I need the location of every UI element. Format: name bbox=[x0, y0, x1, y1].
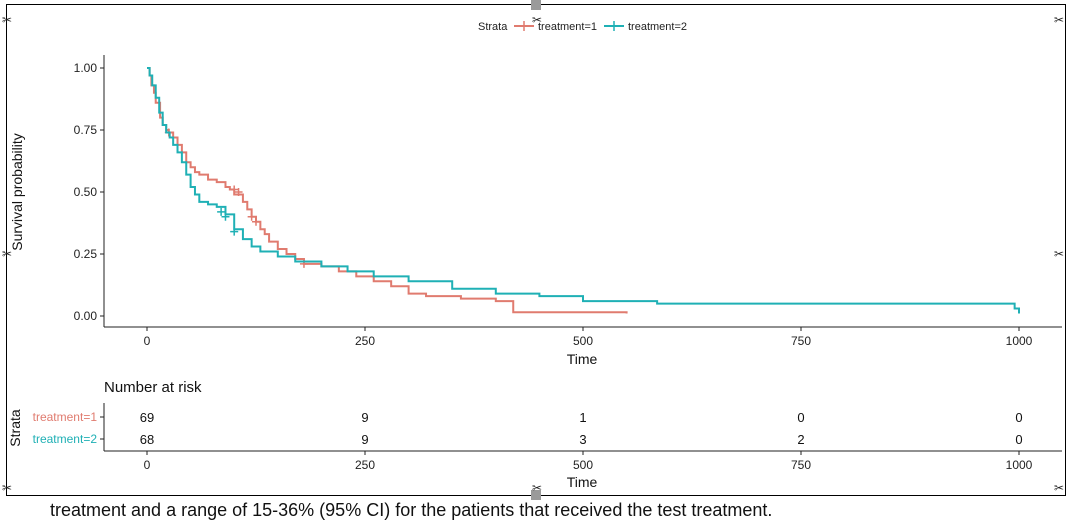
crop-handle-top-right-icon[interactable]: ✂ bbox=[1054, 13, 1065, 27]
y-axis-ticks: 0.00 0.25 0.50 0.75 1.00 bbox=[74, 61, 104, 323]
risk-row-label: treatment=2 bbox=[33, 432, 98, 446]
censor-mark bbox=[230, 227, 239, 236]
document-caption: treatment and a range of 15-36% (95% CI)… bbox=[50, 500, 773, 520]
x-axis-title: Time bbox=[567, 351, 598, 367]
crop-handle-bottom-right-icon[interactable]: ✂ bbox=[1054, 481, 1065, 495]
x-tick-label: 250 bbox=[355, 334, 375, 348]
x-tick-label: 750 bbox=[791, 334, 811, 348]
y-tick-label: 0.00 bbox=[74, 309, 98, 323]
risk-count: 0 bbox=[1015, 432, 1022, 447]
risk-table-title: Number at risk bbox=[104, 379, 202, 396]
x-tick-label: 500 bbox=[573, 334, 593, 348]
crop-handle-bottom-left-icon[interactable]: ✂ bbox=[2, 481, 13, 495]
frame-handle-bottom[interactable] bbox=[531, 490, 541, 500]
crop-handle-top-left-icon[interactable]: ✂ bbox=[2, 13, 13, 27]
crop-handle-mid-left-icon[interactable]: ✂ bbox=[2, 247, 13, 261]
survival-curve-2 bbox=[147, 67, 1020, 314]
legend-label-1: treatment=1 bbox=[538, 21, 597, 33]
legend-title: Strata bbox=[478, 21, 508, 33]
risk-count: 1 bbox=[579, 410, 586, 425]
legend: Strata treatment=1 treatment=2 bbox=[478, 21, 687, 33]
censor-mark bbox=[247, 212, 256, 221]
legend-label-2: treatment=2 bbox=[628, 21, 687, 33]
risk-x-tick-label: 0 bbox=[144, 458, 151, 472]
legend-key-2 bbox=[604, 21, 624, 31]
y-axis-title: Survival probability bbox=[9, 133, 25, 251]
risk-count: 9 bbox=[361, 410, 368, 425]
risk-count: 0 bbox=[1015, 410, 1022, 425]
risk-count: 3 bbox=[579, 432, 586, 447]
x-tick-label: 1000 bbox=[1006, 334, 1033, 348]
chart-frame bbox=[6, 4, 1066, 496]
y-tick-label: 0.75 bbox=[74, 123, 98, 137]
risk-y-axis-title: Strata bbox=[7, 409, 23, 447]
censor-mark bbox=[252, 217, 260, 226]
risk-x-tick-label: 500 bbox=[573, 458, 593, 472]
risk-x-tick-label: 1000 bbox=[1006, 458, 1033, 472]
risk-x-axis-title: Time bbox=[567, 474, 598, 490]
censor-mark bbox=[230, 185, 239, 194]
crop-handle-top-mid-icon[interactable]: ✂ bbox=[532, 13, 543, 27]
x-tick-label: 0 bbox=[144, 334, 151, 348]
censor-mark bbox=[217, 207, 226, 216]
y-tick-label: 0.50 bbox=[74, 185, 98, 199]
legend-key-1 bbox=[514, 21, 534, 31]
risk-x-tick-label: 750 bbox=[791, 458, 811, 472]
censor-mark bbox=[221, 212, 230, 221]
risk-x-tick-label: 250 bbox=[355, 458, 375, 472]
risk-count: 68 bbox=[140, 432, 154, 447]
crop-handle-mid-right-icon[interactable]: ✂ bbox=[1054, 247, 1065, 261]
crop-handle-bottom-mid-icon[interactable]: ✂ bbox=[532, 481, 543, 495]
risk-row-label: treatment=1 bbox=[33, 410, 98, 424]
risk-table: treatment=1 69 9 1 0 0 treatment=2 68 9 3 2 0 0 250 50… bbox=[33, 410, 1033, 472]
frame-handle-top[interactable] bbox=[531, 0, 541, 10]
risk-count: 9 bbox=[361, 432, 368, 447]
censor-mark bbox=[234, 188, 243, 196]
y-tick-label: 0.25 bbox=[74, 247, 98, 261]
risk-count: 69 bbox=[140, 410, 154, 425]
risk-count: 0 bbox=[797, 410, 804, 425]
y-tick-label: 1.00 bbox=[74, 61, 98, 75]
risk-count: 2 bbox=[797, 432, 804, 447]
survival-curves bbox=[147, 67, 1020, 314]
x-axis-ticks: 0 250 500 750 1000 bbox=[144, 327, 1033, 348]
